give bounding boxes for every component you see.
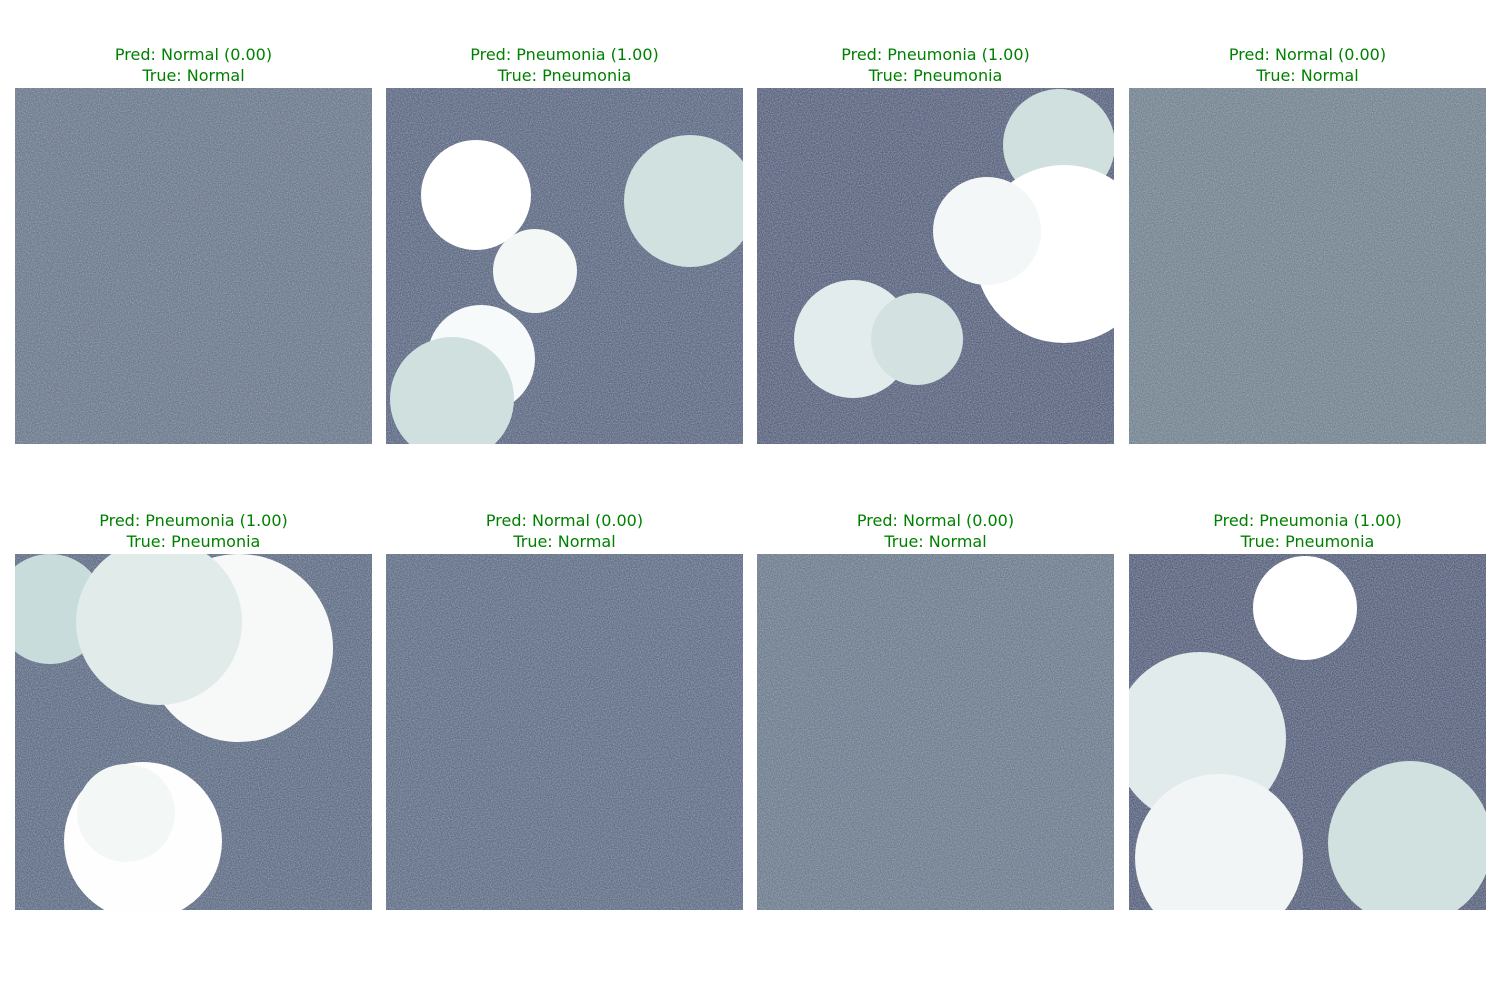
prediction-label: Pred: Normal (0.00) [485, 511, 644, 530]
prediction-label: Pred: Pneumonia (1.00) [1213, 511, 1402, 530]
xray-image [386, 554, 743, 910]
xray-image [757, 88, 1114, 444]
panel-title: Pred: Pneumonia (1.00) True: Pneumonia [757, 44, 1114, 86]
panel-title: Pred: Pneumonia (1.00) True: Pneumonia [1129, 510, 1486, 552]
true-label: True: Normal [513, 532, 616, 551]
xray-image [1129, 88, 1486, 444]
prediction-label: Pred: Pneumonia (1.00) [470, 45, 659, 64]
xray-image [386, 88, 743, 444]
prediction-label: Pred: Normal (0.00) [114, 45, 273, 64]
panel-title: Pred: Pneumonia (1.00) True: Pneumonia [386, 44, 743, 86]
true-label: True: Normal [142, 66, 245, 85]
true-label: True: Pneumonia [497, 66, 632, 85]
true-label: True: Pneumonia [868, 66, 1003, 85]
panel-title: Pred: Normal (0.00) True: Normal [386, 510, 743, 552]
panel-title: Pred: Pneumonia (1.00) True: Pneumonia [15, 510, 372, 552]
panel-title: Pred: Normal (0.00) True: Normal [15, 44, 372, 86]
prediction-label: Pred: Normal (0.00) [856, 511, 1015, 530]
xray-image [1129, 554, 1486, 910]
prediction-label: Pred: Normal (0.00) [1228, 45, 1387, 64]
true-label: True: Pneumonia [126, 532, 261, 551]
true-label: True: Pneumonia [1240, 532, 1375, 551]
prediction-label: Pred: Pneumonia (1.00) [99, 511, 288, 530]
xray-image [757, 554, 1114, 910]
xray-image [15, 554, 372, 910]
xray-image [15, 88, 372, 444]
panel-title: Pred: Normal (0.00) True: Normal [757, 510, 1114, 552]
true-label: True: Normal [1256, 66, 1359, 85]
true-label: True: Normal [884, 532, 987, 551]
panel-title: Pred: Normal (0.00) True: Normal [1129, 44, 1486, 86]
prediction-label: Pred: Pneumonia (1.00) [841, 45, 1030, 64]
